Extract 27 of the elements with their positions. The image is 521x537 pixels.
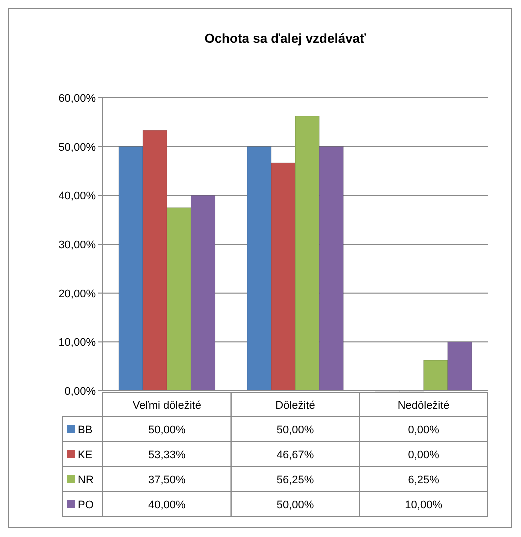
y-tick-label: 10,00% (58, 337, 96, 350)
data-label: 40,00% (148, 500, 186, 512)
y-tick-label: 50,00% (58, 142, 96, 154)
data-label: 6,25% (408, 474, 440, 486)
y-tick-label: 20,00% (58, 288, 96, 300)
data-label: 50,00% (148, 424, 186, 436)
chart-title: Ochota sa ďalej vzdelávať (204, 31, 368, 46)
legend-label: NR (78, 474, 94, 486)
data-label: 50,00% (276, 424, 314, 436)
y-tick-label: 40,00% (58, 190, 96, 203)
y-tick-label: 60,00% (58, 93, 96, 105)
x-tick-label: Dôležité (276, 400, 316, 412)
x-tick-label: Veľmi dôležité (132, 400, 202, 412)
data-label: 46,67% (276, 450, 314, 462)
data-label: 56,25% (276, 474, 314, 486)
data-label: 37,50% (148, 474, 186, 486)
x-tick-label: Nedôležité (398, 400, 450, 412)
data-label: 0,00% (408, 424, 440, 436)
legend-label: PO (78, 500, 94, 512)
legend-label: BB (78, 424, 93, 436)
data-label: 10,00% (405, 500, 443, 512)
data-label: 53,33% (148, 450, 186, 462)
y-tick-label: 0,00% (64, 386, 96, 398)
data-label: 50,00% (276, 500, 314, 512)
legend-label: KE (78, 450, 93, 462)
y-tick-label: 30,00% (58, 240, 96, 252)
data-label: 0,00% (408, 450, 440, 462)
